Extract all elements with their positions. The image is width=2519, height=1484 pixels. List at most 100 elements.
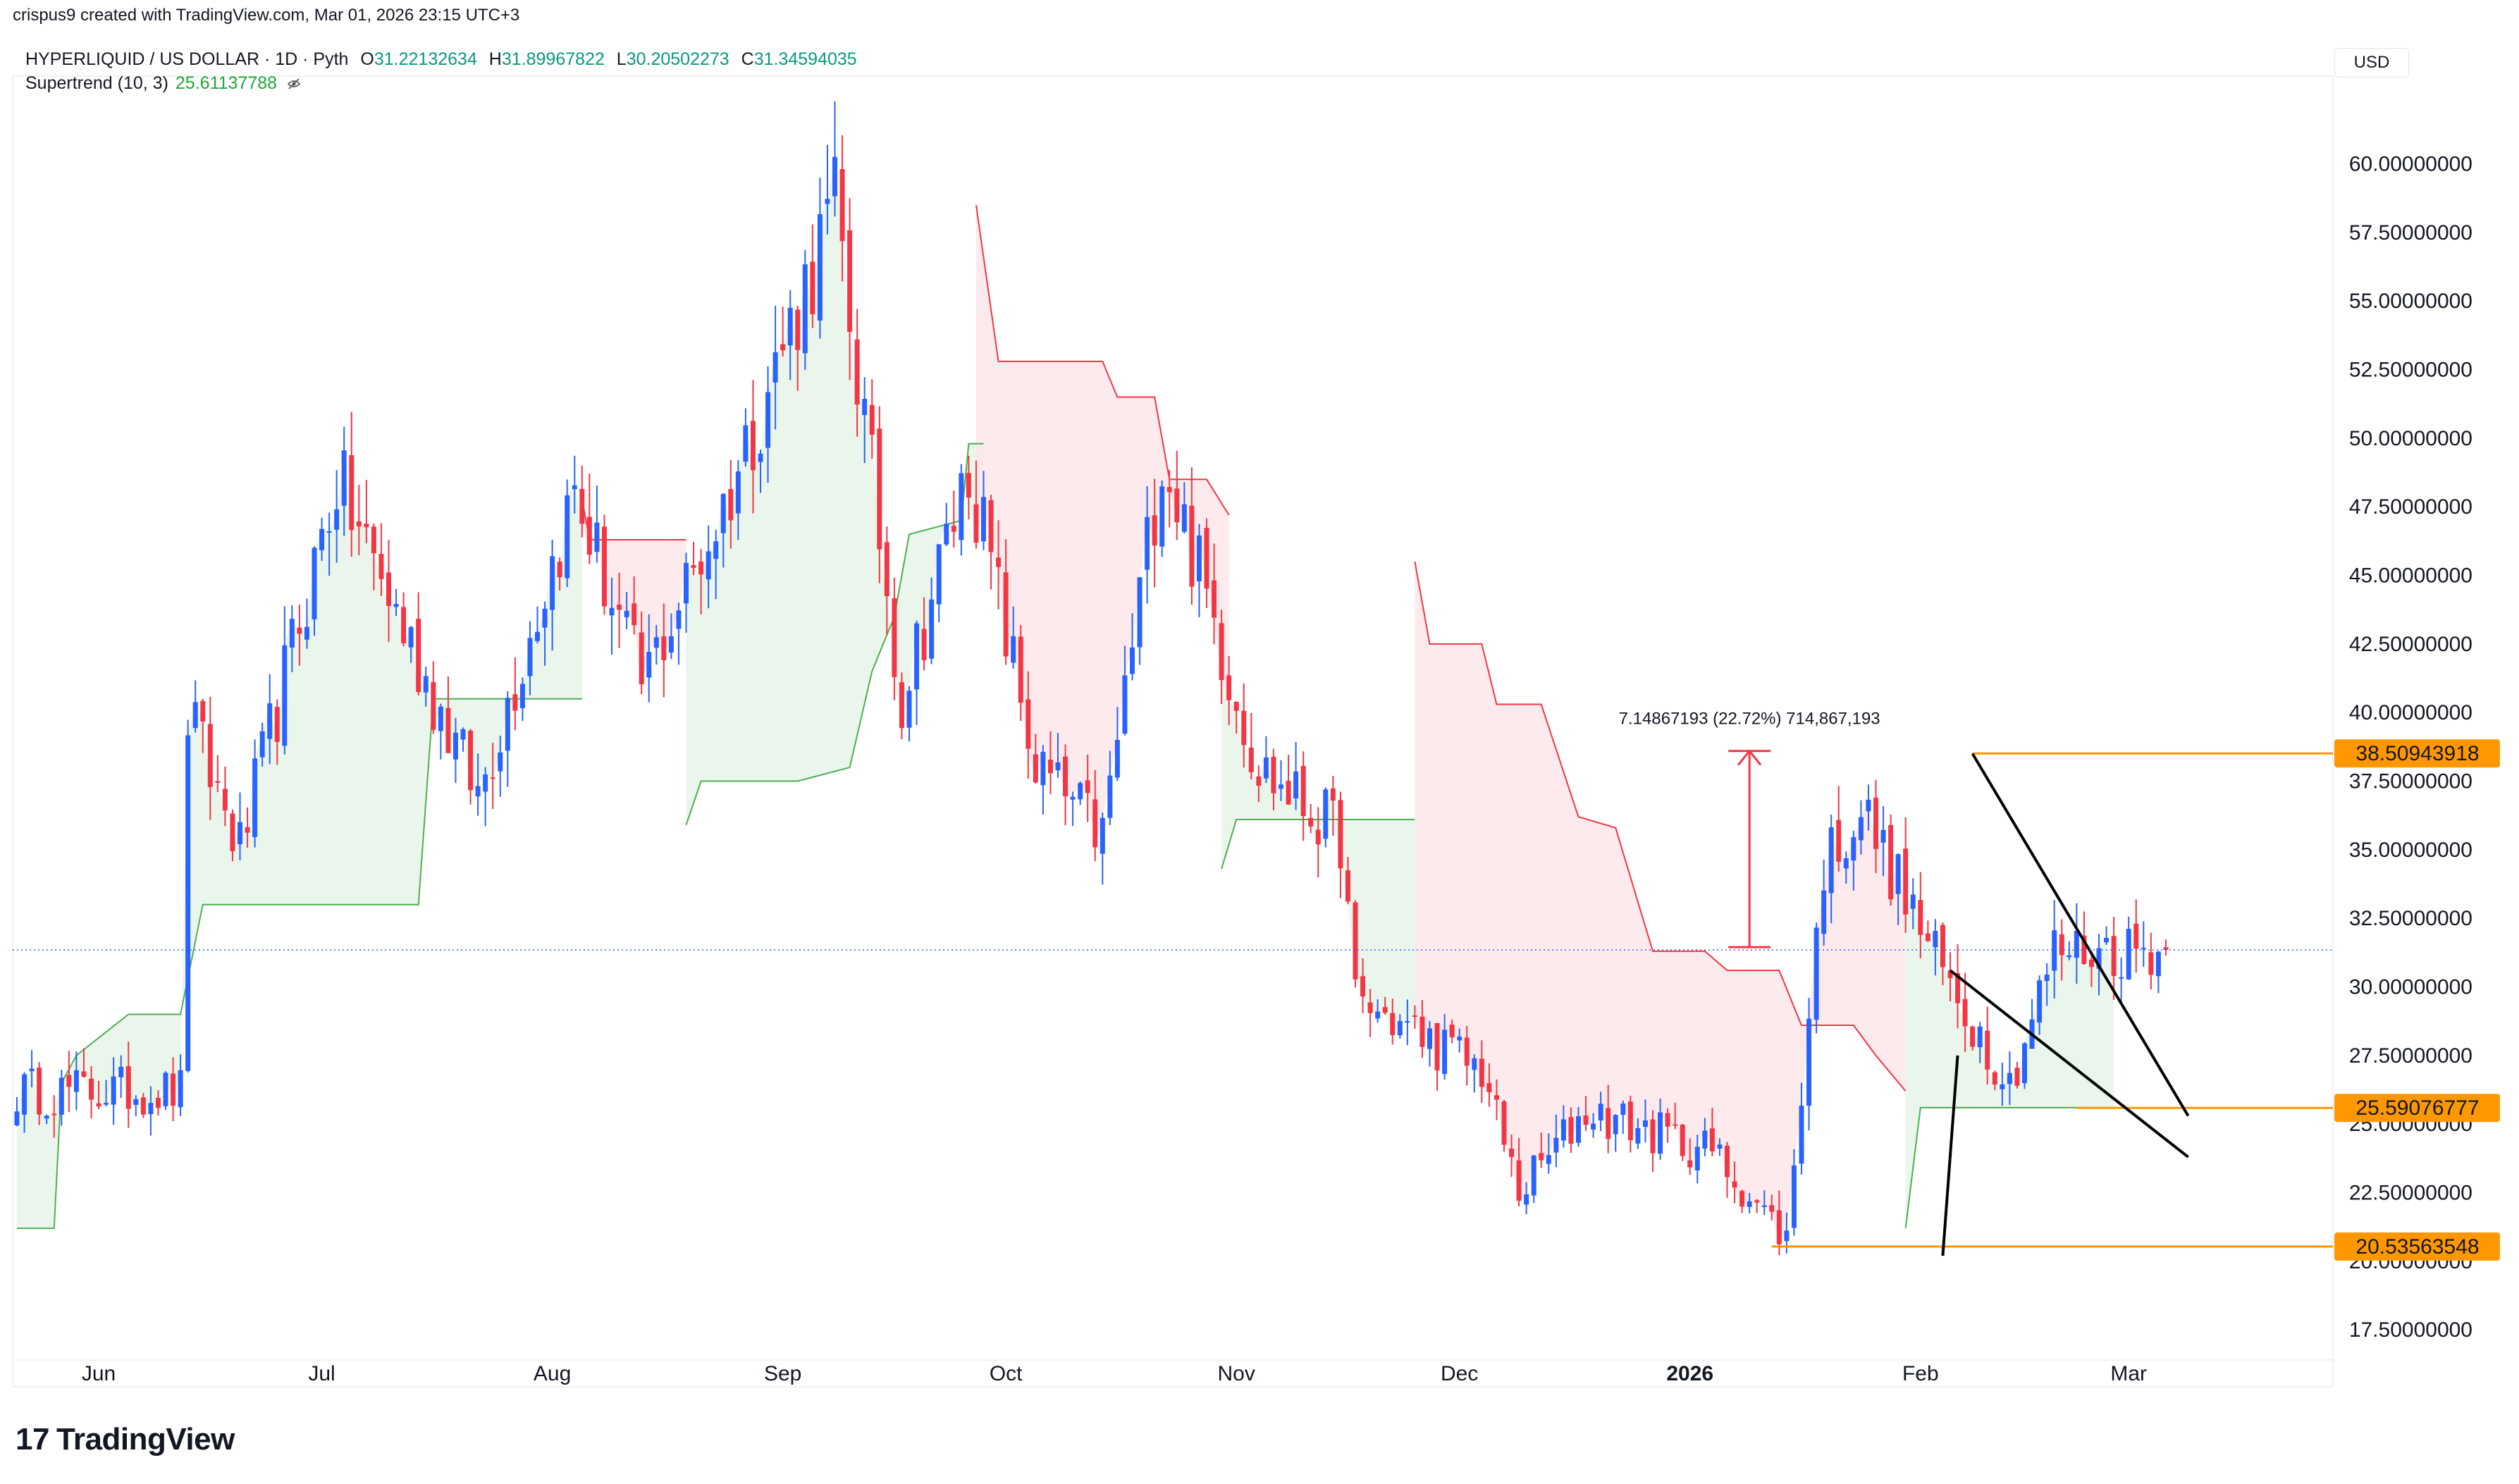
symbol-title[interactable]: HYPERLIQUID / US DOLLAR · 1D · Pyth [25, 49, 349, 69]
candle-body [929, 599, 935, 659]
y-tick-label: 47.50000000 [2349, 495, 2472, 519]
candle-body [1747, 1201, 1752, 1207]
candle-body [1367, 1002, 1373, 1013]
candle-body [349, 455, 355, 531]
candle-body [1137, 577, 1143, 648]
candle-body [1813, 927, 1819, 1020]
y-tick-label: 42.50000000 [2349, 633, 2472, 656]
candle-body [1524, 1194, 1529, 1205]
candle-body [706, 551, 711, 580]
trendline [1941, 1055, 1959, 1256]
candle-body [1063, 756, 1068, 797]
price-label-text: 38.50943918 [2355, 742, 2479, 765]
candle-body [1070, 796, 1076, 800]
candle-body [364, 524, 369, 528]
candle-body [1382, 1007, 1388, 1013]
candle-body [758, 453, 763, 462]
candle-body [2074, 930, 2079, 958]
candle-body [393, 604, 399, 607]
candle-body [1107, 775, 1113, 818]
candle-body [1338, 800, 1343, 869]
candle-body [1576, 1116, 1581, 1143]
candle-body [1279, 784, 1283, 789]
candle-body [386, 572, 391, 606]
candle-body [1880, 829, 1886, 843]
high-label: H [488, 49, 502, 69]
candle-body [2088, 959, 2094, 967]
candle-body [572, 485, 577, 490]
candle-body [148, 1103, 154, 1115]
candle-body [1472, 1058, 1477, 1070]
candle-body [1330, 788, 1336, 801]
candle-body [2126, 929, 2131, 979]
candle-body [2037, 980, 2043, 1023]
candle-body [2044, 975, 2050, 982]
candle-body [1895, 854, 1901, 894]
supertrend-up-fill [686, 156, 984, 825]
candle-body [140, 1097, 146, 1115]
price-label-box [2334, 1094, 2500, 1123]
candle-body [2096, 948, 2102, 969]
candle-body [1836, 820, 1842, 862]
candle-body [1531, 1155, 1536, 1196]
candle-body [684, 562, 689, 604]
candle-body [1799, 1106, 1804, 1164]
candle-body [356, 521, 362, 527]
candle-body [81, 1071, 87, 1077]
candle-body [839, 168, 845, 242]
candle-body [1673, 1124, 1678, 1126]
x-tick-label: Dec [1441, 1362, 1478, 1385]
candle-body [1754, 1200, 1760, 1203]
candle-body [22, 1074, 27, 1115]
candle-body [1226, 675, 1232, 700]
candle-body [832, 156, 837, 197]
candle-body [825, 199, 830, 204]
candle-body [1011, 636, 1016, 663]
y-tick-label: 22.50000000 [2349, 1182, 2472, 1205]
candle-body [1323, 789, 1329, 839]
candle-body [646, 652, 652, 678]
candle-body [2022, 1043, 2027, 1084]
supertrend-up-line [1221, 819, 1415, 870]
candle-body [438, 706, 443, 731]
candle-body [1858, 817, 1864, 841]
candle-body [378, 554, 384, 579]
candle-body [1033, 754, 1038, 783]
supertrend-up-fill [17, 450, 582, 1229]
x-tick-label: Jun [82, 1362, 116, 1385]
candle-body [1539, 1153, 1544, 1161]
x-tick-label: Jul [308, 1362, 335, 1385]
currency-button[interactable]: USD [2334, 48, 2409, 78]
candle-body [1174, 488, 1180, 523]
candle-body [1791, 1165, 1797, 1228]
y-tick-label: 50.00000000 [2349, 427, 2472, 450]
candle-body [1479, 1058, 1484, 1087]
open-label: O [360, 49, 374, 69]
candle-body [1732, 1181, 1737, 1188]
candle-body [1293, 771, 1299, 799]
candle-body [765, 392, 771, 448]
candle-body [163, 1072, 168, 1106]
candle-body [921, 629, 927, 660]
candle-body [1866, 799, 1871, 812]
eye-off-icon[interactable] [287, 78, 301, 90]
candle-body [1970, 1026, 1976, 1047]
candle-body [869, 404, 875, 435]
candle-body [772, 352, 778, 383]
candle-body [1665, 1113, 1670, 1127]
candle-body [1040, 752, 1046, 786]
supertrend-up-fill [1221, 680, 1415, 1035]
candle-body [1739, 1191, 1745, 1207]
x-tick-label: Aug [534, 1362, 571, 1385]
candle-body [565, 495, 570, 579]
indicator-name[interactable]: Supertrend (10, 3) [25, 73, 168, 93]
candle-body [1806, 1018, 1812, 1106]
candle-body [1434, 1022, 1440, 1071]
candle-body [586, 517, 592, 555]
candle-body [133, 1099, 139, 1105]
candle-body [1204, 528, 1209, 589]
candle-body [617, 605, 622, 610]
candle-body [96, 1103, 101, 1107]
candle-body [579, 488, 585, 524]
